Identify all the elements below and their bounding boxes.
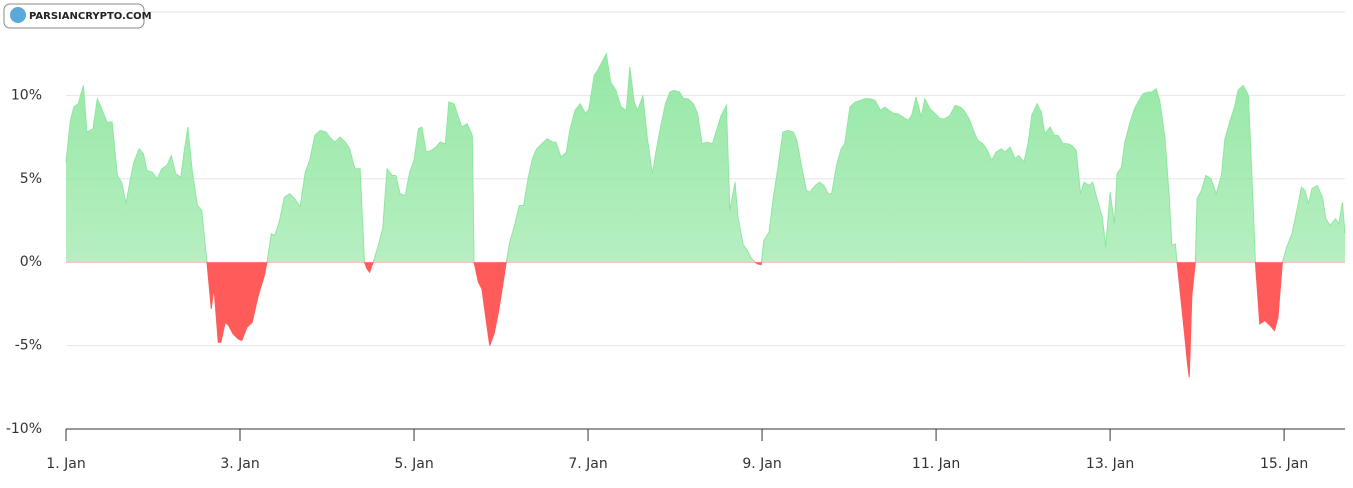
x-tick-label: 11. Jan xyxy=(912,456,960,472)
y-tick-label: 10% xyxy=(11,87,42,103)
x-tick-label: 15. Jan xyxy=(1260,456,1308,472)
x-tick-label: 7. Jan xyxy=(568,456,607,472)
y-tick-label: -5% xyxy=(15,338,42,354)
area-fill xyxy=(66,53,1345,378)
x-tick-label: 9. Jan xyxy=(742,456,781,472)
watermark-box: PARSIANCRYPTO.COM xyxy=(3,3,152,29)
x-tick-label: 3. Jan xyxy=(220,456,259,472)
x-tick-label: 5. Jan xyxy=(394,456,433,472)
x-tick-label: 13. Jan xyxy=(1086,456,1134,472)
watermark: PARSIANCRYPTO.COM xyxy=(29,11,152,22)
y-tick-label: 5% xyxy=(20,171,42,187)
y-tick-label: 0% xyxy=(20,254,42,270)
line xyxy=(65,52,1346,378)
y-tick-label: -10% xyxy=(6,421,42,437)
x-tick-label: 1. Jan xyxy=(46,456,85,472)
